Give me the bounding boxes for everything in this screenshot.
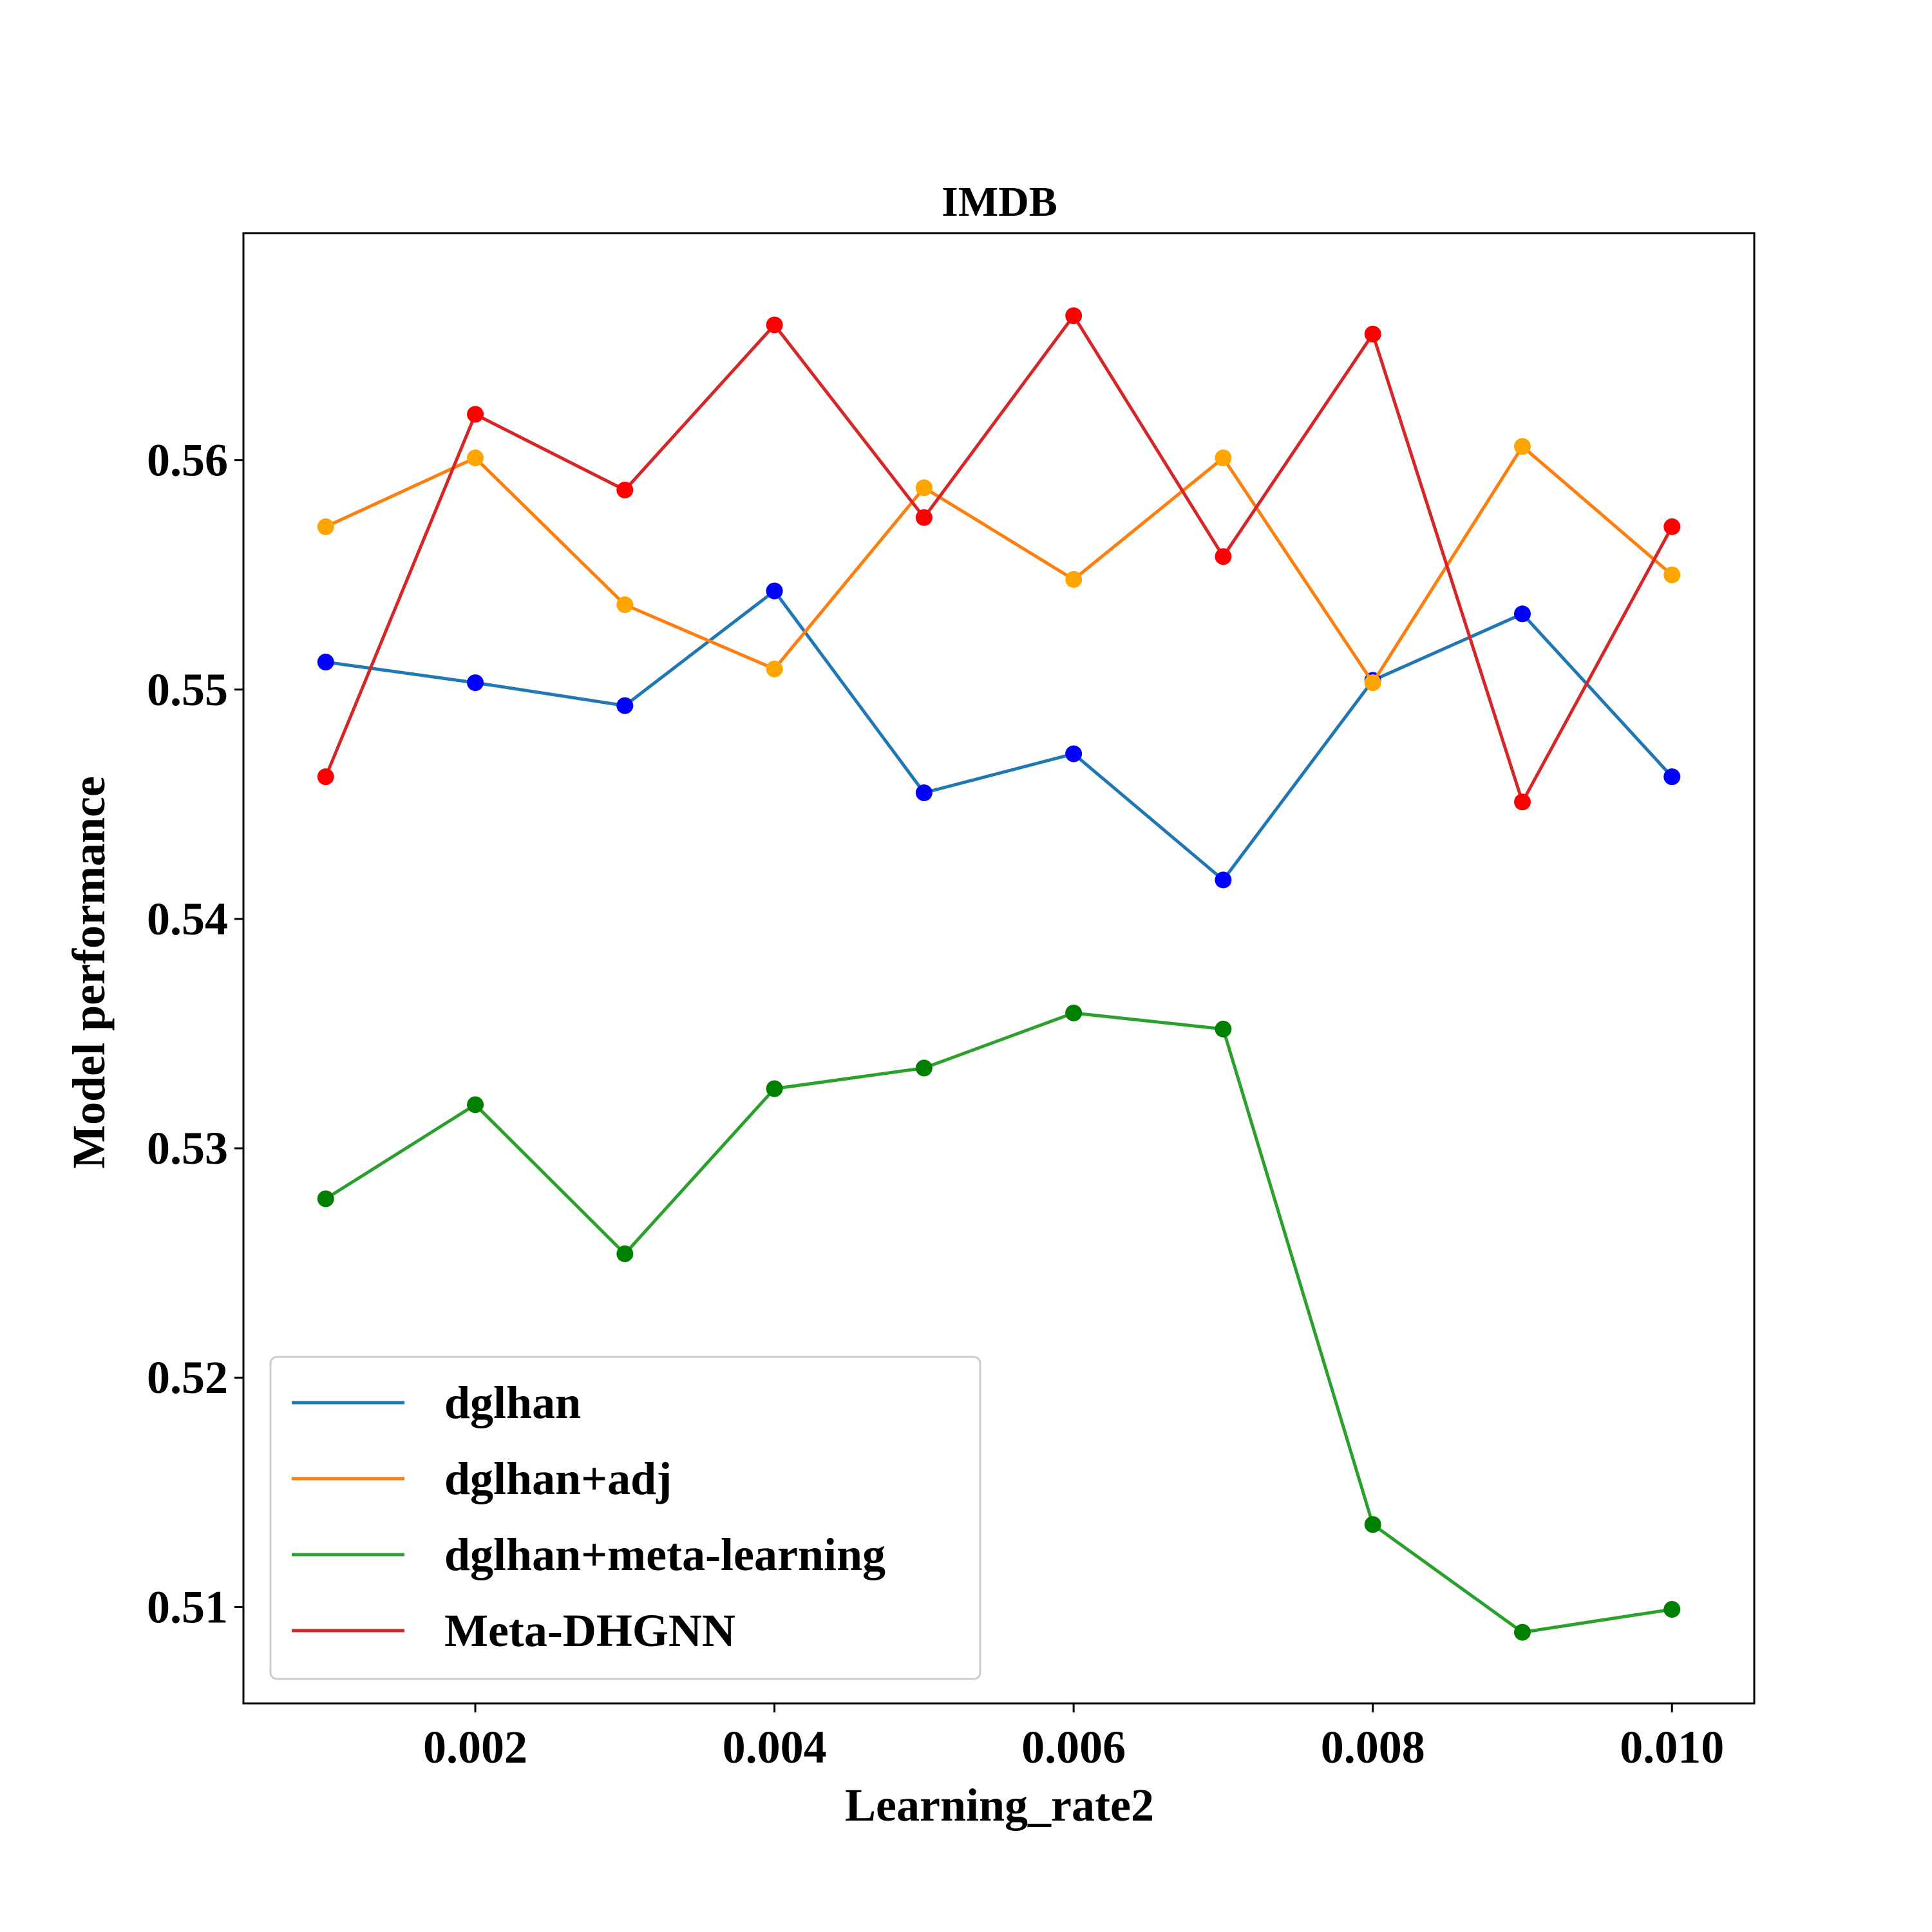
data-point (915, 1059, 933, 1077)
legend-items: dglhan dglhan+adj dglhan+meta-learning Meta… (292, 1377, 886, 1656)
series-line (325, 1011, 1672, 1634)
data-point (1215, 871, 1232, 889)
y-axis: 0.51 0.52 0.53 0.54 0.55 0.56 (147, 435, 243, 1633)
data-point (1065, 1004, 1083, 1021)
legend-label: dglhan (444, 1377, 581, 1428)
y-tick-label: 0.53 (147, 1122, 228, 1174)
x-tick-label: 0.004 (723, 1721, 827, 1773)
data-point (1663, 768, 1681, 786)
data-point (1663, 566, 1681, 583)
data-point (467, 406, 484, 423)
data-point (1663, 1600, 1681, 1618)
y-tick-label: 0.52 (147, 1352, 228, 1403)
series-2 (317, 1004, 1681, 1641)
data-point (1364, 325, 1381, 343)
data-point (1513, 793, 1531, 811)
data-point (1065, 307, 1083, 325)
data-point (616, 481, 634, 498)
series-0 (317, 582, 1681, 889)
y-tick-label: 0.54 (147, 893, 228, 945)
x-tick-label: 0.008 (1321, 1721, 1425, 1773)
y-tick-label: 0.56 (147, 435, 228, 486)
y-tick-label: 0.55 (147, 664, 228, 715)
x-tick-label: 0.006 (1021, 1721, 1126, 1773)
data-point (317, 1190, 334, 1208)
plot-frame (242, 232, 1756, 1705)
data-point (1513, 438, 1531, 455)
data-point (616, 1245, 634, 1262)
data-point (1215, 450, 1232, 467)
data-point (1215, 548, 1232, 565)
x-tick-label: 0.002 (423, 1721, 527, 1773)
data-point (1513, 605, 1531, 623)
data-point (616, 596, 634, 613)
data-point (317, 768, 334, 786)
data-point (915, 479, 933, 497)
legend-label: dglhan+meta-learning (444, 1529, 886, 1580)
legend: dglhan dglhan+adj dglhan+meta-learning Meta… (269, 1356, 981, 1680)
legend-label: dglhan+adj (444, 1453, 672, 1504)
data-point (766, 582, 783, 600)
legend-frame (269, 1356, 981, 1680)
data-point (1364, 674, 1381, 692)
y-axis-label: Model performance (63, 776, 115, 1169)
data-point (467, 450, 484, 467)
x-tick-label: 0.010 (1620, 1721, 1724, 1773)
x-axis: 0.002 0.004 0.006 0.008 0.010 (423, 1703, 1724, 1773)
data-point (915, 509, 933, 526)
plot-area (317, 307, 1681, 1641)
data-point (467, 674, 484, 692)
data-point (1364, 1516, 1381, 1533)
series-3 (317, 307, 1681, 811)
data-point (1513, 1624, 1531, 1641)
legend-label: Meta-DHGNN (444, 1605, 735, 1656)
chart-title: IMDB (942, 178, 1057, 225)
data-point (766, 1080, 783, 1097)
data-point (317, 654, 334, 671)
data-point (766, 316, 783, 334)
data-point (467, 1096, 484, 1113)
data-point (766, 660, 783, 677)
data-point (1663, 518, 1681, 535)
data-point (1215, 1020, 1232, 1037)
data-point (616, 697, 634, 714)
data-point (317, 518, 334, 535)
data-point (915, 784, 933, 802)
y-tick-label: 0.51 (147, 1581, 228, 1633)
data-point (1065, 745, 1083, 762)
series-line (325, 589, 1674, 882)
series-line (324, 314, 1674, 804)
x-axis-label: Learning_rate2 (845, 1779, 1154, 1831)
data-point (1065, 571, 1083, 588)
